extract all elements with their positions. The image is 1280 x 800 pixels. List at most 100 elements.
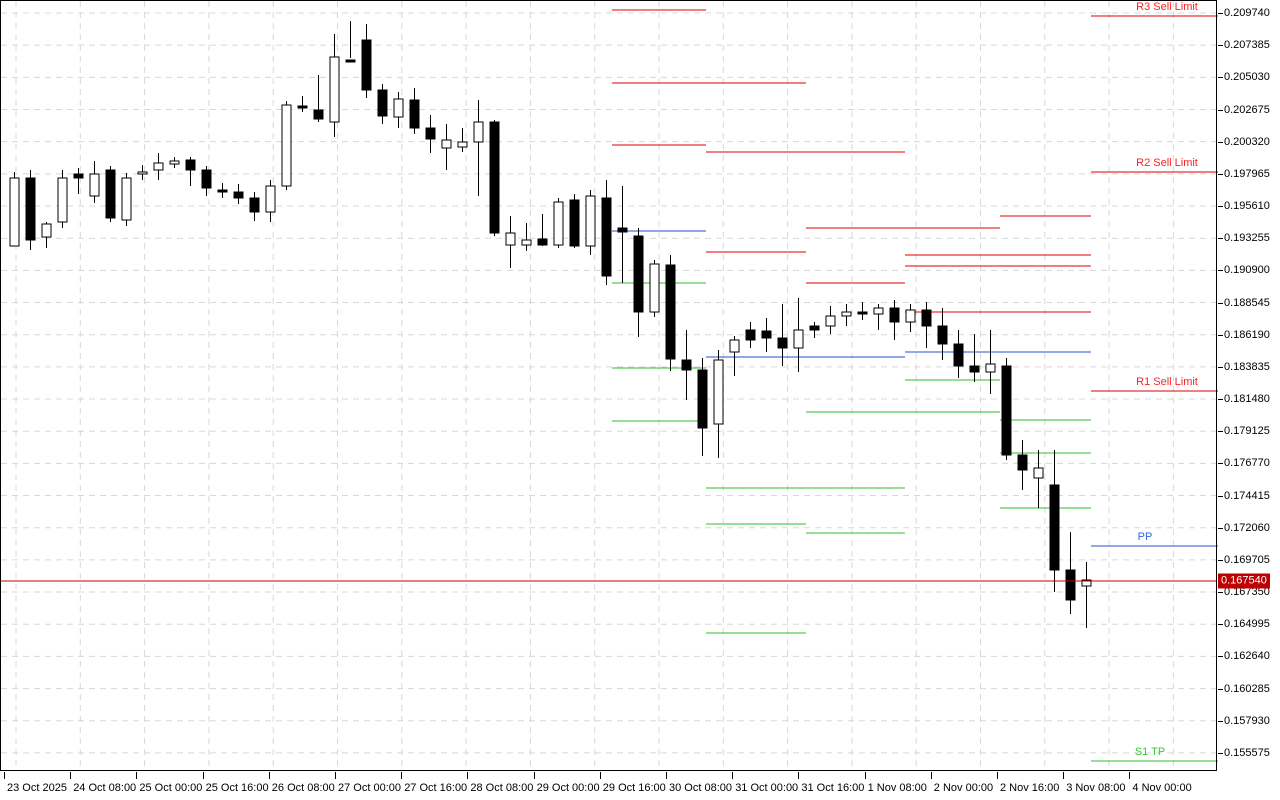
candle-bullish[interactable]: [649, 263, 660, 313]
candle-bearish[interactable]: [249, 197, 260, 213]
candle-bullish[interactable]: [841, 311, 852, 317]
time-tick-label: 2 Nov 16:00: [1000, 782, 1060, 794]
candle-bullish[interactable]: [393, 98, 404, 118]
candle-bullish[interactable]: [825, 315, 836, 327]
candle-bullish[interactable]: [521, 239, 532, 246]
candle-bullish[interactable]: [121, 177, 132, 221]
candle-bullish[interactable]: [9, 177, 20, 247]
level-label: R3 Sell Limit: [1136, 1, 1198, 13]
price-tick-mark: [1218, 752, 1223, 754]
candle-bearish[interactable]: [185, 159, 196, 171]
candle-bearish[interactable]: [969, 365, 980, 373]
candle-bullish[interactable]: [281, 104, 292, 187]
candle-bearish[interactable]: [361, 39, 372, 91]
candle-bearish[interactable]: [201, 169, 212, 189]
time-tick-label: 24 Oct 08:00: [73, 782, 137, 794]
candle-bearish[interactable]: [233, 191, 244, 199]
price-tick-label: 0.167350: [1224, 586, 1270, 599]
candle-bearish[interactable]: [537, 238, 548, 246]
candle-bullish[interactable]: [329, 56, 340, 123]
time-tick-mark: [1129, 772, 1131, 779]
candle-bearish[interactable]: [425, 127, 436, 140]
price-tick-label: 0.179125: [1224, 425, 1270, 438]
candle-bearish[interactable]: [1001, 365, 1012, 456]
level-label: R1 Sell Limit: [1136, 376, 1198, 388]
time-tick-label: 29 Oct 16:00: [602, 782, 666, 794]
chart-plot-area[interactable]: R3 Sell Limit R2 Sell Limit R1 Sell Limit P…: [0, 0, 1218, 772]
candle-bullish[interactable]: [89, 173, 100, 197]
candle-bearish[interactable]: [761, 330, 772, 339]
candle-bullish[interactable]: [713, 359, 724, 425]
price-tick-mark: [1218, 238, 1223, 240]
candle-bearish[interactable]: [569, 199, 580, 247]
candle-bearish[interactable]: [681, 359, 692, 371]
candle-bullish[interactable]: [473, 121, 484, 143]
candle-bullish[interactable]: [137, 171, 148, 175]
price-tick-mark: [1218, 431, 1223, 433]
price-tick-label: 0.186190: [1224, 328, 1270, 341]
price-tick-mark: [1218, 720, 1223, 722]
candle-bearish[interactable]: [1049, 484, 1060, 571]
candle-bullish[interactable]: [873, 307, 884, 315]
candle-bearish[interactable]: [1065, 569, 1076, 601]
candle-bearish[interactable]: [937, 325, 948, 345]
candle-bullish[interactable]: [1081, 579, 1092, 587]
level-label: R2 Sell Limit: [1136, 157, 1198, 169]
price-tick-label: 0.181480: [1224, 393, 1270, 406]
candle-bearish[interactable]: [297, 105, 308, 109]
candle-bearish[interactable]: [345, 59, 356, 63]
candle-bullish[interactable]: [905, 309, 916, 323]
candle-bearish[interactable]: [1017, 454, 1028, 471]
candle-bearish[interactable]: [617, 227, 628, 233]
price-tick-mark: [1218, 527, 1223, 529]
candle-bearish[interactable]: [665, 264, 676, 360]
price-tick-mark: [1218, 206, 1223, 208]
candle-bearish[interactable]: [889, 307, 900, 323]
time-tick-label: 30 Oct 08:00: [669, 782, 732, 794]
price-tick-label: 0.188545: [1224, 296, 1270, 309]
candle-bearish[interactable]: [921, 309, 932, 327]
candle-bullish[interactable]: [441, 139, 452, 149]
time-axis[interactable]: 23 Oct 2025 24 Oct 08:00 25 Oct 00:00 25 Oc…: [0, 772, 1280, 800]
candle-bearish[interactable]: [697, 369, 708, 429]
candle-bullish[interactable]: [1033, 467, 1044, 479]
candle-bullish[interactable]: [153, 162, 164, 171]
time-tick-label: 26 Oct 08:00: [271, 782, 335, 794]
candle-bearish[interactable]: [217, 189, 228, 193]
candle-bearish[interactable]: [745, 329, 756, 341]
time-tick-mark: [70, 772, 72, 779]
candle-bearish[interactable]: [953, 343, 964, 367]
price-axis[interactable]: 0.209740 0.207385 0.205030 0.202675 0.200320…: [1218, 0, 1280, 772]
time-tick-mark: [997, 772, 998, 779]
candle-bearish[interactable]: [633, 235, 644, 313]
candle-bearish[interactable]: [105, 169, 116, 219]
candle-bullish[interactable]: [265, 185, 276, 213]
candle-bullish[interactable]: [169, 160, 180, 165]
candle-bearish[interactable]: [809, 325, 820, 331]
price-tick-mark: [1218, 559, 1223, 561]
candle-bearish[interactable]: [377, 89, 388, 117]
candle-bullish[interactable]: [793, 329, 804, 349]
candle-bullish[interactable]: [57, 177, 68, 223]
pivot-levels-layer: [612, 9, 1218, 762]
level-label: S1 TP: [1134, 746, 1166, 758]
candle-bearish[interactable]: [313, 109, 324, 120]
time-tick-label: 3 Nov 08:00: [1066, 782, 1126, 794]
candle-bullish[interactable]: [41, 223, 52, 238]
candle-bearish[interactable]: [857, 311, 868, 315]
candle-bearish[interactable]: [489, 121, 500, 234]
candle-bearish[interactable]: [409, 99, 420, 129]
candle-bearish[interactable]: [25, 177, 36, 241]
price-tick-label: 0.207385: [1224, 39, 1270, 52]
candle-bearish[interactable]: [73, 173, 84, 179]
candle-bullish[interactable]: [985, 363, 996, 373]
candle-bullish[interactable]: [553, 201, 564, 246]
price-tick-mark: [1218, 463, 1223, 465]
candle-bullish[interactable]: [505, 232, 516, 246]
candle-bullish[interactable]: [585, 195, 596, 247]
candle-bullish[interactable]: [457, 141, 468, 148]
candle-bearish[interactable]: [601, 197, 612, 277]
candle-bearish[interactable]: [777, 337, 788, 349]
candle-bullish[interactable]: [729, 339, 740, 353]
